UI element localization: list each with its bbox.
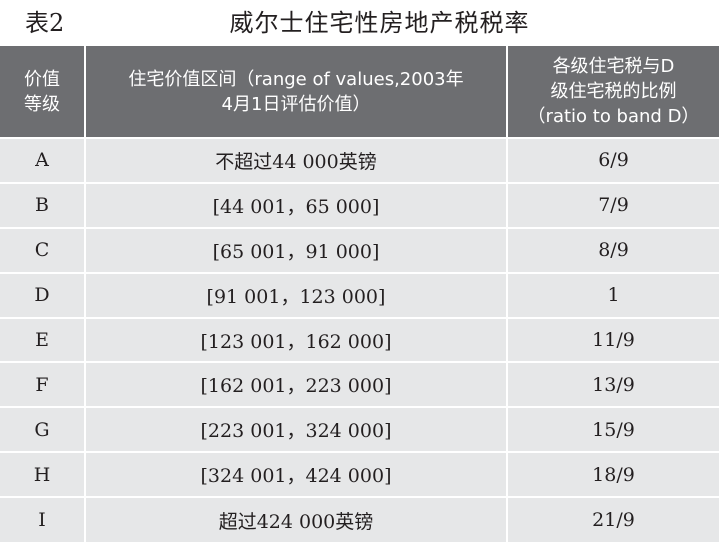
table-number: 表2 xyxy=(25,9,65,37)
table-row: G [223 001，324 000] 15/9 xyxy=(0,406,719,453)
band-cell: C xyxy=(0,226,86,273)
table-row: A 不超过44 000英镑 6/9 xyxy=(0,137,719,183)
ratio-cell: 13/9 xyxy=(507,361,719,408)
ratio-cell: 15/9 xyxy=(507,406,719,453)
range-cell: [91 001，123 000] xyxy=(85,271,508,318)
band-cell: A xyxy=(0,137,86,183)
table-body: A 不超过44 000英镑 6/9 B [44 001，65 000] 7/9 C [65 0… xyxy=(0,137,719,542)
tax-rate-table: 价值 等级 住宅价值区间（range of values,2003年 4月1日评… xyxy=(0,46,719,542)
ratio-cell: 6/9 xyxy=(507,137,719,183)
header-ratio-line3: （ratio to band D） xyxy=(527,106,700,127)
ratio-cell: 18/9 xyxy=(507,451,719,498)
table-row: D [91 001，123 000] 1 xyxy=(0,271,719,318)
header-ratio-line2: 级住宅税的比例 xyxy=(550,81,677,102)
range-cell: [123 001，162 000] xyxy=(85,316,508,363)
header-row: 价值 等级 住宅价值区间（range of values,2003年 4月1日评… xyxy=(0,46,719,138)
range-cell: 超过424 000英镑 xyxy=(85,496,508,542)
ratio-cell: 7/9 xyxy=(507,181,719,228)
header-band-line1: 价值 xyxy=(24,68,60,90)
table-row: B [44 001，65 000] 7/9 xyxy=(0,181,719,228)
header-range-line1: 住宅价值区间（range of values,2003年 xyxy=(128,68,464,90)
range-cell: [162 001，223 000] xyxy=(85,361,508,408)
band-cell: F xyxy=(0,361,86,408)
header-ratio-line1: 各级住宅税与D xyxy=(552,56,675,77)
band-cell: H xyxy=(0,451,86,498)
band-cell: B xyxy=(0,181,86,228)
table-row: F [162 001，223 000] 13/9 xyxy=(0,361,719,408)
range-cell: [223 001，324 000] xyxy=(85,406,508,453)
ratio-cell: 1 xyxy=(507,271,719,318)
header-range-line2: 4月1日评估价值） xyxy=(221,93,371,115)
header-band: 价值 等级 xyxy=(0,46,86,138)
table-row: E [123 001，162 000] 11/9 xyxy=(0,316,719,363)
header-range: 住宅价值区间（range of values,2003年 4月1日评估价值） xyxy=(85,46,508,138)
band-cell: D xyxy=(0,271,86,318)
header-ratio: 各级住宅税与D 级住宅税的比例 （ratio to band D） xyxy=(507,46,719,138)
band-cell: G xyxy=(0,406,86,453)
header-band-line2: 等级 xyxy=(24,93,60,115)
table-row: H [324 001，424 000] 18/9 xyxy=(0,451,719,498)
range-cell: [44 001，65 000] xyxy=(85,181,508,228)
title-row: 表2 威尔士住宅性房地产税税率 xyxy=(0,0,719,46)
ratio-cell: 8/9 xyxy=(507,226,719,273)
table-title: 威尔士住宅性房地产税税率 xyxy=(229,9,530,37)
band-cell: I xyxy=(0,496,86,542)
band-cell: E xyxy=(0,316,86,363)
table-row: I 超过424 000英镑 21/9 xyxy=(0,496,719,542)
range-cell: [65 001，91 000] xyxy=(85,226,508,273)
ratio-cell: 11/9 xyxy=(507,316,719,363)
ratio-cell: 21/9 xyxy=(507,496,719,542)
range-cell: [324 001，424 000] xyxy=(85,451,508,498)
range-cell: 不超过44 000英镑 xyxy=(85,137,508,183)
table-row: C [65 001，91 000] 8/9 xyxy=(0,226,719,273)
